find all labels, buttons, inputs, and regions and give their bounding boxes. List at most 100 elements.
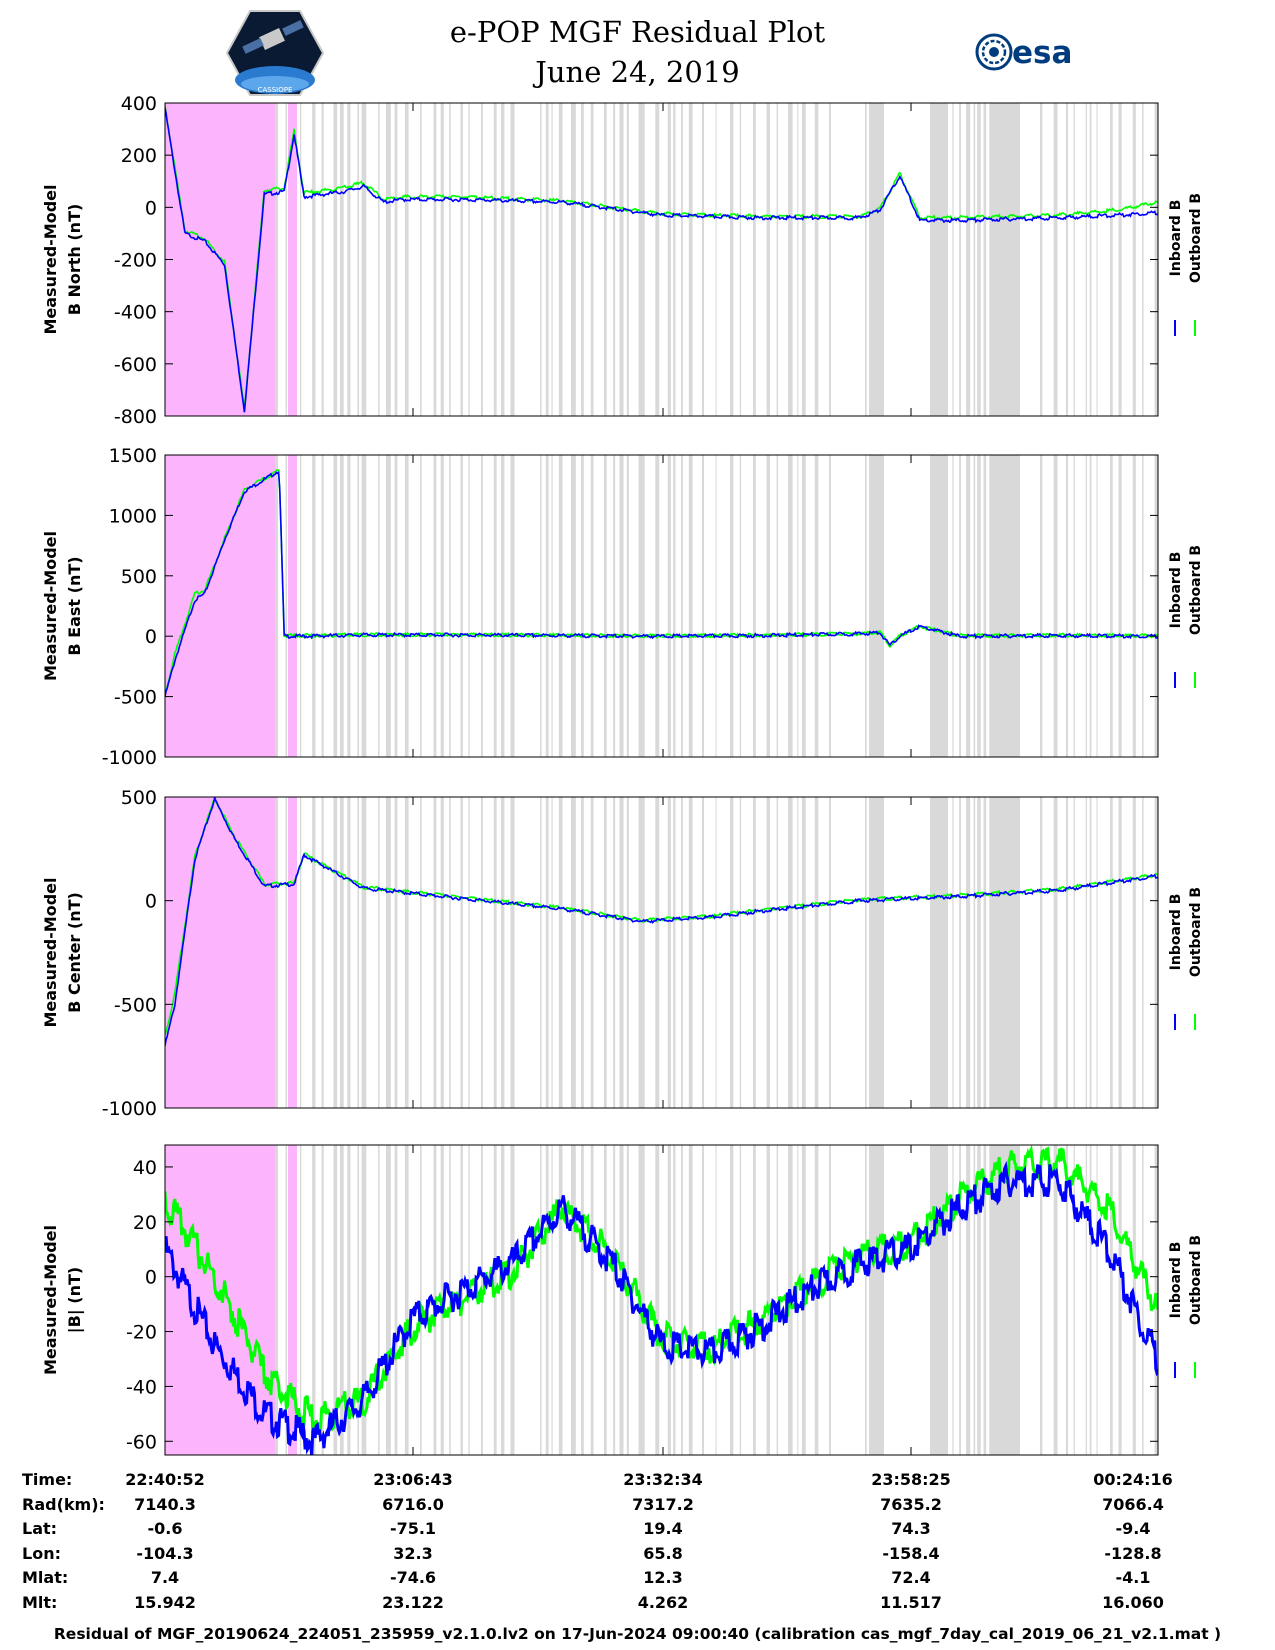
- gap-band: [433, 455, 437, 757]
- legend-outboard-label: Outboard B: [1188, 1235, 1204, 1325]
- gap-band: [753, 797, 756, 1108]
- panel-2: 1500 1000 500 0 -500 -1000 Measured-Model B Eas…: [41, 445, 1204, 769]
- gap-band: [1154, 455, 1158, 757]
- gap-band: [766, 103, 770, 416]
- gap-band: [655, 455, 660, 757]
- gap-band: [814, 797, 819, 1108]
- gap-band: [870, 455, 884, 757]
- gap-band: [333, 797, 338, 1108]
- gap-band: [626, 797, 629, 1108]
- gap-band: [570, 455, 576, 757]
- gap-band: [619, 103, 624, 416]
- gap-band: [581, 1145, 584, 1455]
- orbit-row-label: Mlt:: [22, 1592, 58, 1612]
- gap-band: [510, 797, 515, 1108]
- gap-band: [829, 1145, 831, 1455]
- panel-4-plot-area: [165, 1145, 1158, 1455]
- gap-band: [321, 797, 324, 1108]
- gap-band: [1053, 455, 1058, 757]
- chart-subtitle-date: June 24, 2019: [535, 55, 740, 89]
- gap-band: [321, 455, 324, 757]
- orbit-cell: 7317.2: [632, 1494, 694, 1514]
- gap-band: [829, 103, 831, 416]
- gap-band: [357, 103, 360, 416]
- y-tick-label: 1000: [109, 505, 157, 527]
- orbit-cell: 72.4: [891, 1568, 931, 1587]
- legend-inboard-label: Inboard B: [1168, 200, 1184, 277]
- gap-band: [673, 797, 676, 1108]
- gap-band: [333, 103, 338, 416]
- gap-band: [797, 103, 799, 416]
- series-inboard-line: [165, 108, 1158, 413]
- gap-band: [378, 103, 380, 416]
- gap-band: [1118, 103, 1122, 416]
- gap-band: [347, 103, 351, 416]
- orbit-cell: 23.122: [382, 1592, 444, 1612]
- gap-band: [715, 455, 717, 757]
- gap-band: [766, 797, 770, 1108]
- legend-inboard-label: Inboard B: [1168, 894, 1184, 971]
- gap-band: [930, 1145, 948, 1455]
- y-tick-label: 500: [121, 787, 157, 809]
- gap-band: [404, 103, 409, 416]
- gap-band: [753, 103, 756, 416]
- gap-band: [468, 797, 470, 1108]
- panel-3: 500 0 -500 -1000 Measured-Model B Center (nT)…: [41, 787, 1204, 1120]
- gap-band: [1142, 455, 1144, 757]
- y-tick-label: 0: [145, 891, 157, 913]
- gap-band: [1000, 455, 1020, 757]
- gap-band: [590, 797, 594, 1108]
- y-axis-label: B North (nT): [65, 204, 84, 316]
- gap-band: [952, 797, 954, 1108]
- gap-band: [385, 103, 391, 416]
- gap-band: [540, 103, 542, 416]
- gap-band: [480, 103, 483, 416]
- gap-band: [361, 103, 367, 416]
- cassiope-logo: CASSIOPE: [225, 10, 325, 96]
- orbit-cell: -104.3: [136, 1543, 194, 1563]
- y-tick-label: -1000: [102, 1098, 157, 1120]
- gap-band: [814, 103, 819, 416]
- gap-band: [829, 797, 831, 1108]
- gap-band: [673, 103, 676, 416]
- gap-band: [558, 455, 563, 757]
- gap-band: [581, 797, 584, 1108]
- y-axis-label: B East (nT): [65, 556, 84, 655]
- gap-band: [1053, 1145, 1058, 1455]
- gap-band: [1110, 1145, 1113, 1455]
- gap-band: [1096, 103, 1098, 416]
- gap-band: [730, 1145, 734, 1455]
- gap-band: [603, 1145, 607, 1455]
- orbit-cell: -158.4: [882, 1543, 940, 1563]
- y-tick-label: -1000: [102, 747, 157, 769]
- gap-band: [1096, 1145, 1098, 1455]
- gap-band: [449, 103, 451, 416]
- gap-band: [361, 1145, 367, 1455]
- gap-band: [510, 455, 515, 757]
- gap-band: [776, 1145, 779, 1455]
- orbit-cell: -128.8: [1104, 1543, 1162, 1563]
- gap-band: [420, 455, 422, 757]
- gap-band: [788, 103, 793, 416]
- gap-band: [959, 455, 962, 757]
- gap-band: [797, 797, 799, 1108]
- gap-band: [865, 1145, 867, 1455]
- gap-band: [300, 797, 302, 1108]
- orbit-cell: 12.3: [643, 1568, 683, 1587]
- gap-band: [1085, 103, 1088, 416]
- gap-band: [739, 1145, 742, 1455]
- excluded-region: [165, 455, 275, 757]
- legend-outboard-label: Outboard B: [1188, 887, 1204, 977]
- gap-band: [655, 797, 660, 1108]
- gap-band: [1085, 1145, 1088, 1455]
- gap-band: [619, 1145, 624, 1455]
- gap-band: [285, 455, 288, 757]
- gap-band: [797, 455, 799, 757]
- gap-band: [1089, 1145, 1092, 1455]
- gap-band: [433, 103, 437, 416]
- gap-band: [404, 455, 409, 757]
- gap-band: [480, 797, 483, 1108]
- gap-band: [776, 797, 779, 1108]
- gap-band: [1110, 103, 1113, 416]
- gap-band: [385, 455, 391, 757]
